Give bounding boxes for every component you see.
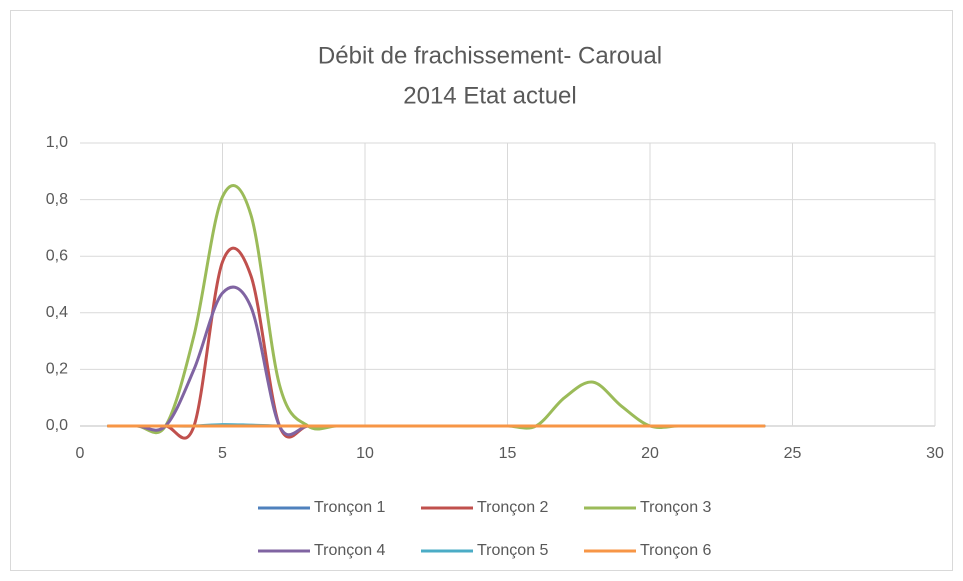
x-tick-label: 15 <box>499 445 517 462</box>
legend-label: Tronçon 1 <box>314 499 386 516</box>
y-tick-label: 1,0 <box>46 134 68 151</box>
y-tick-label: 0,6 <box>46 247 68 264</box>
legend-label: Tronçon 6 <box>640 542 712 559</box>
chart-title: 2014 Etat actuel <box>403 82 576 109</box>
chart-title: Débit de frachissement- Caroual <box>318 42 662 69</box>
legend-label: Tronçon 5 <box>477 542 549 559</box>
legend-label: Tronçon 3 <box>640 499 712 516</box>
x-tick-label: 10 <box>356 445 374 462</box>
y-tick-label: 0,2 <box>46 361 68 378</box>
legend-label: Tronçon 4 <box>314 542 386 559</box>
y-tick-label: 0,0 <box>46 417 68 434</box>
x-tick-label: 0 <box>76 445 85 462</box>
chart-border <box>10 10 953 571</box>
x-tick-label: 20 <box>641 445 659 462</box>
y-tick-label: 0,4 <box>46 304 68 321</box>
x-tick-label: 5 <box>218 445 227 462</box>
x-tick-label: 25 <box>784 445 802 462</box>
legend-label: Tronçon 2 <box>477 499 549 516</box>
x-tick-label: 30 <box>926 445 944 462</box>
y-tick-label: 0,8 <box>46 191 68 208</box>
